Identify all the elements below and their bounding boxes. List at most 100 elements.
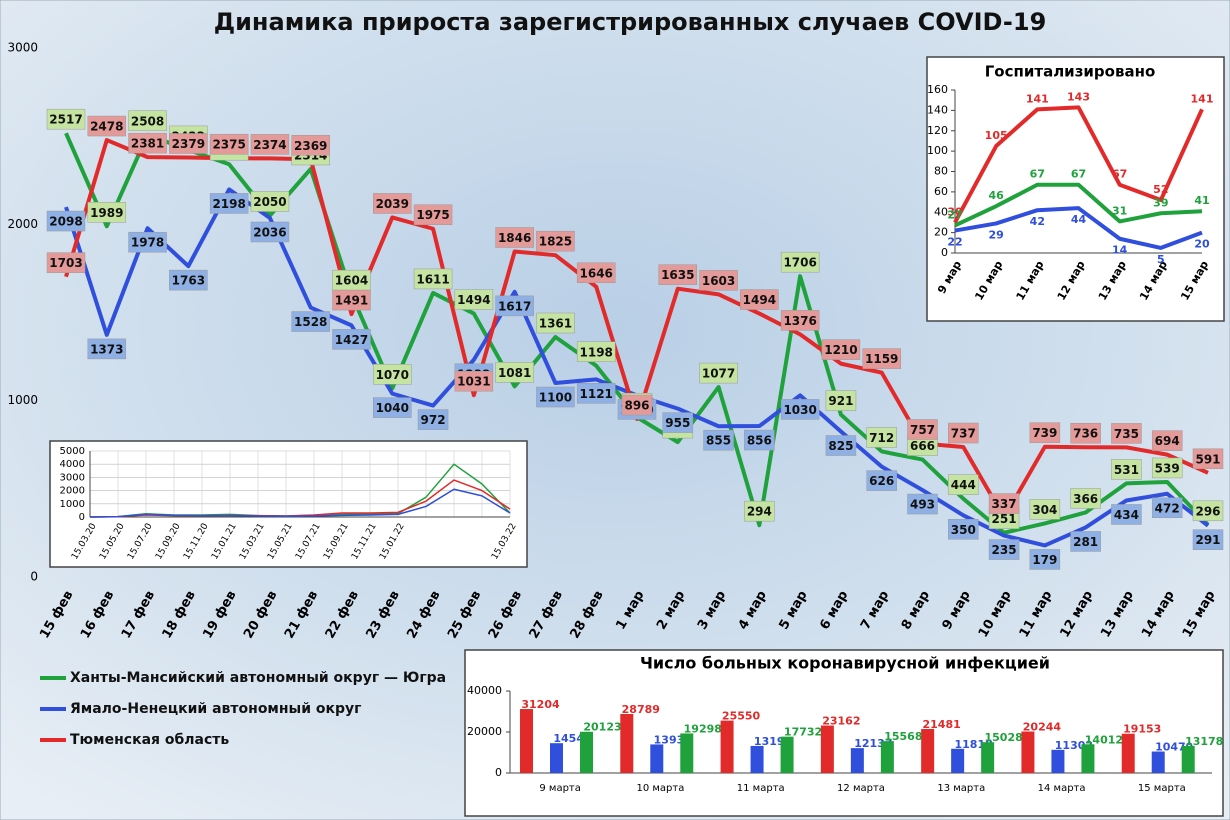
y-tick-label: 60: [934, 185, 948, 198]
label-bg: [948, 519, 979, 540]
label-bg: [703, 429, 734, 451]
label-bg: [1070, 531, 1101, 552]
label-bg: [699, 270, 738, 291]
y-tick-label: 1000: [7, 393, 38, 407]
data-label: 1978: [131, 236, 164, 250]
data-label: 19298: [684, 722, 722, 735]
y-tick-label: 4000: [60, 459, 85, 470]
x-tick-label: 15 марта: [1138, 783, 1186, 794]
data-label: 30: [947, 205, 963, 218]
data-label: 52: [1153, 183, 1168, 196]
bar: [951, 748, 965, 773]
data-label: 1975: [416, 208, 449, 222]
data-label: 739: [1032, 426, 1057, 440]
data-label: 291: [1195, 533, 1220, 547]
data-label: 46: [989, 189, 1005, 202]
bar: [1021, 731, 1035, 773]
legend-label: Ханты-Мансийский автономный округ — Югра: [70, 670, 446, 686]
label-bg: [417, 409, 449, 430]
data-label: 2375: [212, 138, 245, 152]
series-line: [89, 488, 511, 518]
bar: [1051, 749, 1065, 773]
legend-label: Тюменская область: [70, 732, 229, 748]
data-label: 15028: [985, 731, 1023, 744]
y-tick-label: 0: [79, 512, 85, 523]
data-label: 20123: [583, 721, 621, 734]
data-label: 1376: [783, 314, 816, 328]
label-bg: [1111, 423, 1142, 444]
label-bg: [1111, 504, 1142, 525]
bar: [780, 736, 794, 773]
data-label: 179: [1032, 553, 1057, 567]
bar: [750, 745, 764, 773]
data-label: 1070: [376, 368, 409, 382]
data-label: 2098: [49, 215, 82, 229]
data-label: 2374: [253, 138, 286, 152]
label-bg: [907, 419, 938, 440]
data-label: 1635: [661, 268, 694, 282]
label-bg: [907, 493, 938, 515]
label-bg: [373, 193, 412, 214]
bar: [1151, 751, 1165, 773]
data-label: 41: [1194, 194, 1209, 207]
data-label: 1491: [335, 294, 368, 308]
label-bg: [1070, 422, 1101, 444]
label-bg: [1070, 488, 1101, 509]
label-bg: [1029, 499, 1061, 520]
y-tick-label: 0: [495, 766, 502, 779]
y-tick-label: 40000: [467, 684, 502, 697]
data-label: 42: [1030, 215, 1045, 228]
data-label: 2369: [294, 139, 327, 153]
data-label: 251: [992, 512, 1017, 526]
data-label: 1361: [539, 317, 572, 331]
y-tick-label: 120: [927, 124, 948, 137]
data-label: 1763: [172, 274, 205, 288]
label-bg: [373, 397, 412, 418]
data-label: 472: [1155, 501, 1180, 515]
data-label: 1706: [783, 256, 816, 270]
data-label: 143: [1067, 90, 1090, 103]
series-line: [954, 182, 1203, 228]
data-label: 1198: [580, 345, 613, 359]
bar: [921, 728, 935, 773]
data-label: 1646: [580, 266, 613, 280]
label-bg: [780, 310, 820, 331]
y-tick-label: 20000: [467, 725, 502, 738]
label-bg: [866, 470, 897, 491]
label-bg: [1151, 457, 1183, 479]
label-bg: [740, 289, 779, 310]
label-bg: [332, 289, 371, 311]
data-label: 2478: [90, 120, 123, 134]
bar: [580, 731, 593, 773]
label-bg: [291, 311, 330, 332]
label-bg: [780, 251, 820, 273]
data-label: 366: [1073, 492, 1098, 506]
label-bg: [948, 422, 979, 444]
y-tick-label: 80: [934, 165, 948, 178]
data-label: 2517: [49, 113, 82, 127]
data-label: 296: [1195, 504, 1220, 518]
label-bg: [250, 134, 290, 155]
label-bg: [744, 500, 775, 522]
x-tick-label: 9 марта: [539, 783, 581, 794]
data-label: 22: [947, 236, 962, 249]
data-label: 921: [828, 394, 853, 408]
label-bg: [46, 108, 86, 130]
label-bg: [169, 269, 208, 291]
label-bg: [825, 390, 857, 411]
data-label: 1121: [580, 387, 613, 401]
x-tick-label: 12 марта: [837, 783, 885, 794]
data-label: 2050: [253, 195, 286, 209]
y-tick-label: 3000: [60, 472, 85, 483]
y-tick-label: 2000: [60, 486, 85, 497]
data-label: 17732: [784, 726, 822, 739]
data-label: 1040: [376, 401, 409, 415]
data-label: 444: [951, 478, 976, 492]
y-tick-label: 20: [934, 226, 948, 239]
label-bg: [658, 264, 698, 285]
data-label: 1603: [702, 274, 735, 288]
data-label: 14: [1112, 244, 1128, 257]
data-label: 235: [992, 543, 1017, 557]
label-bg: [332, 329, 371, 350]
data-label: 141: [1026, 92, 1049, 105]
